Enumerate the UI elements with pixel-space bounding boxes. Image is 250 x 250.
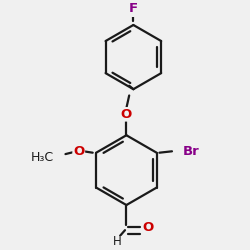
Text: H: H [113,235,122,248]
Text: O: O [73,145,84,158]
Text: O: O [121,108,132,121]
Text: F: F [129,2,138,15]
Text: Br: Br [183,145,200,158]
Text: O: O [142,221,154,234]
Text: H₃C: H₃C [31,151,54,164]
